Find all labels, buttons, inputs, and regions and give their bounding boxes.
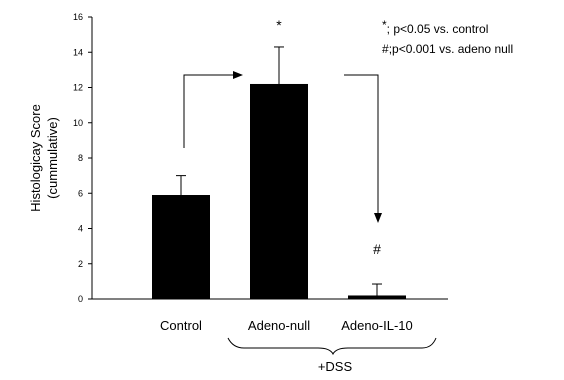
y-axis-label-line-1: Histologicay Score	[28, 104, 43, 212]
arrow-control-to-adeno-null-head	[233, 71, 243, 79]
significance-mark-1: *	[276, 17, 282, 33]
y-tick-label-1: 2	[78, 259, 83, 269]
annotations-group: *#	[183, 17, 382, 257]
axes-group: 0 2 4 6 8 10 12 14 16 Control Adeno-null Adeno-IL-1…	[73, 12, 448, 333]
y-axis-label-line-2: (cummulative)	[45, 117, 60, 199]
y-tick-label-8: 16	[73, 12, 83, 22]
group-label-dss: +DSS	[318, 359, 353, 374]
bars-group	[152, 46, 406, 299]
dss-bracket	[227, 337, 437, 356]
y-tick-label-3: 6	[78, 188, 83, 198]
arrow-adeno-null-to-il10-line	[344, 74, 379, 214]
bar-2	[348, 295, 406, 299]
legend-line-1: *; p<0.05 vs. control	[382, 18, 488, 36]
legend-symbol-hash: #	[382, 42, 389, 56]
legend-text-1: ; p<0.05 vs. control	[387, 22, 489, 36]
legend-symbol-star: *	[382, 18, 387, 32]
y-tick-label-0: 0	[78, 294, 83, 304]
x-category-label-1: Adeno-null	[248, 318, 310, 333]
bar-0	[152, 195, 210, 299]
significance-mark-2: #	[373, 241, 381, 257]
y-tick-label-7: 14	[73, 47, 83, 57]
legend-line-2: #;p<0.001 vs. adeno null	[382, 42, 513, 56]
bar-1	[250, 83, 308, 299]
y-tick-label-6: 12	[73, 83, 83, 93]
y-tick-label-2: 4	[78, 224, 83, 234]
y-tick-label-5: 10	[73, 118, 83, 128]
legend-text-2: ;p<0.001 vs. adeno null	[389, 42, 513, 56]
arrow-control-to-adeno-null-line	[183, 74, 234, 148]
x-category-label-2: Adeno-IL-10	[341, 318, 413, 333]
arrow-adeno-null-to-il10-head	[374, 213, 382, 223]
y-tick-label-4: 8	[78, 153, 83, 163]
x-category-label-0: Control	[160, 318, 202, 333]
